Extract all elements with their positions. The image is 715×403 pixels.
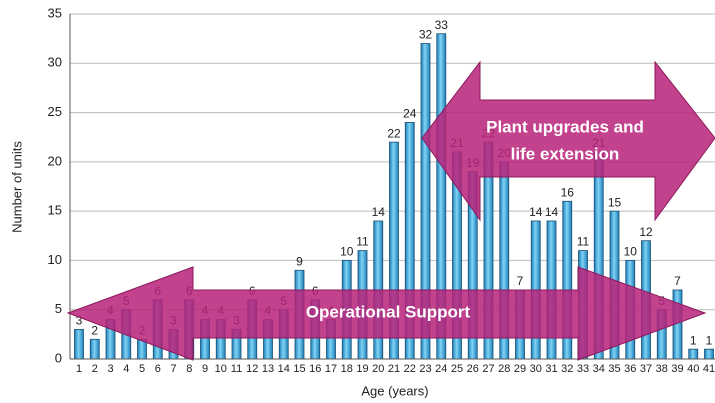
- x-tick-label: 37: [640, 363, 652, 375]
- x-tick-label: 29: [514, 363, 526, 375]
- x-tick-label: 18: [341, 363, 353, 375]
- y-tick-label: 5: [55, 301, 62, 316]
- value-label: 16: [561, 185, 575, 199]
- x-tick-label: 1: [76, 363, 82, 375]
- x-tick-label: 8: [186, 363, 192, 375]
- operational-arrow: [66, 266, 707, 361]
- bar: [74, 329, 84, 360]
- x-tick-label: 24: [435, 363, 447, 375]
- annotation: Operational Support: [306, 302, 471, 321]
- x-tick-label: 39: [671, 363, 683, 375]
- x-tick-label: 21: [388, 363, 400, 375]
- upgrade-arrow: [421, 60, 715, 222]
- y-tick-label: 10: [48, 252, 62, 267]
- x-tick-label: 12: [246, 363, 258, 375]
- x-tick-label: 10: [215, 363, 227, 375]
- x-tick-label: 11: [231, 363, 242, 375]
- x-tick-label: 35: [608, 363, 620, 375]
- x-tick-label: 20: [372, 363, 384, 375]
- value-label: 14: [545, 205, 559, 219]
- value-label: 1: [706, 333, 713, 347]
- value-label: 3: [76, 314, 83, 328]
- y-tick-label: 35: [48, 5, 62, 20]
- x-tick-label: 28: [498, 363, 510, 375]
- x-tick-label: 14: [278, 363, 290, 375]
- x-tick-label: 7: [170, 363, 176, 375]
- x-tick-label: 4: [123, 363, 129, 375]
- value-label: 10: [340, 245, 354, 259]
- x-tick-label: 26: [467, 363, 479, 375]
- bar: [704, 348, 714, 360]
- value-label: 10: [624, 245, 638, 259]
- x-tick-label: 25: [451, 363, 463, 375]
- value-label: 22: [387, 126, 401, 140]
- x-tick-label: 38: [656, 363, 668, 375]
- x-tick-label: 36: [624, 363, 636, 375]
- x-tick-label: 16: [309, 363, 321, 375]
- annotation: life extension: [511, 144, 620, 163]
- x-tick-label: 30: [530, 363, 542, 375]
- x-tick-label: 15: [293, 363, 305, 375]
- x-tick-label: 13: [262, 363, 274, 375]
- value-label: 24: [403, 107, 417, 121]
- x-tick-label: 32: [561, 363, 573, 375]
- x-tick-label: 41: [703, 363, 715, 375]
- y-tick-label: 15: [48, 203, 62, 218]
- value-label: 11: [356, 235, 369, 249]
- value-label: 7: [674, 274, 681, 288]
- value-label: 33: [435, 18, 449, 32]
- y-tick-label: 0: [55, 350, 62, 365]
- x-tick-label: 5: [139, 363, 145, 375]
- bar: [688, 348, 699, 360]
- x-tick-label: 33: [577, 363, 589, 375]
- x-tick-label: 31: [545, 363, 557, 375]
- x-tick-label: 19: [356, 363, 368, 375]
- value-label: 32: [419, 28, 433, 42]
- value-label: 12: [639, 225, 653, 239]
- value-label: 14: [529, 205, 543, 219]
- x-tick-label: 40: [687, 363, 699, 375]
- y-tick-label: 30: [48, 55, 62, 70]
- bar: [89, 338, 100, 360]
- x-tick-label: 27: [482, 363, 494, 375]
- value-label: 11: [577, 235, 590, 249]
- value-label: 14: [372, 205, 386, 219]
- y-tick-label: 20: [48, 153, 62, 168]
- value-label: 15: [608, 195, 622, 209]
- x-tick-label: 23: [419, 363, 431, 375]
- x-tick-label: 34: [593, 363, 605, 375]
- value-label: 1: [690, 333, 697, 347]
- x-tick-label: 22: [404, 363, 416, 375]
- value-label: 7: [517, 274, 524, 288]
- x-tick-label: 17: [325, 363, 337, 375]
- y-tick-label: 25: [48, 104, 62, 119]
- value-label: 9: [296, 254, 303, 268]
- x-tick-label: 2: [92, 363, 98, 375]
- y-axis-label: Number of units: [9, 141, 24, 233]
- x-tick-label: 3: [107, 363, 113, 375]
- x-tick-label: 9: [202, 363, 208, 375]
- x-tick-label: 6: [155, 363, 161, 375]
- value-label: 2: [91, 323, 98, 337]
- annotation: Plant upgrades and: [486, 117, 644, 136]
- x-axis-label: Age (years): [361, 383, 428, 398]
